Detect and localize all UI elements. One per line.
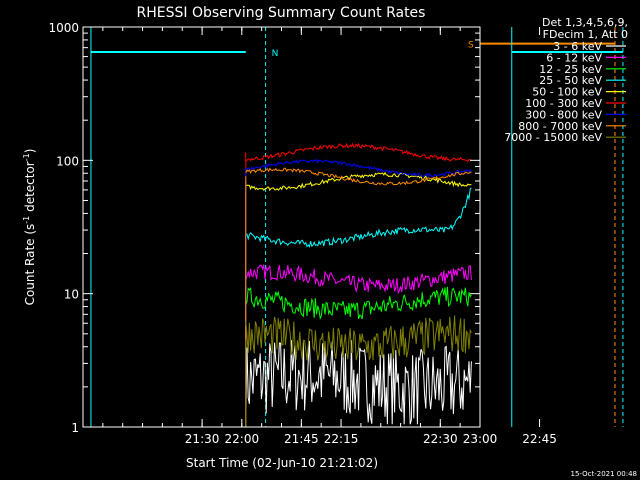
- y-axis-label: Count Rate (s-1 detector-1): [22, 149, 37, 306]
- legend-header-line1: Det 1,3,4,5,6,9,: [542, 16, 628, 29]
- y-label-sup2: -1: [22, 153, 31, 161]
- x-tick-label-5: 22:45: [522, 432, 557, 446]
- series-line-5: [245, 142, 472, 163]
- y-tick-label-2: 100: [56, 154, 79, 168]
- y-axis: 1 10 100 1000: [48, 21, 480, 435]
- footer-date: 15-Oct-2021 00:48: [571, 470, 637, 478]
- legend-label-7: 800 - 7000 keV: [518, 120, 602, 133]
- x-tick-label-6: 23:00: [463, 432, 498, 446]
- series-line-4: [245, 171, 472, 192]
- legend-label-6: 300 - 800 keV: [525, 108, 602, 121]
- legend-label-3: 25 - 50 keV: [539, 74, 602, 87]
- legend: Det 1,3,4,5,6,9, FDecim 1, Att 0 3 - 6 k…: [504, 16, 628, 144]
- plot-area: NS: [90, 27, 624, 427]
- x-tick-label-1: 21:45: [284, 432, 319, 446]
- legend-label-0: 3 - 6 keV: [553, 40, 602, 53]
- y-label-sup1: -1: [22, 216, 31, 224]
- legend-label-2: 12 - 25 keV: [539, 63, 602, 76]
- series-line-1: [245, 264, 472, 295]
- legend-label-4: 50 - 100 keV: [532, 86, 602, 99]
- series-line-0: [245, 340, 472, 425]
- series-line-7: [245, 167, 472, 186]
- legend-label-8: 7000 - 15000 keV: [504, 131, 602, 144]
- y-tick-label-0: 1: [71, 421, 79, 435]
- x-tick-label-3: 22:15: [324, 432, 359, 446]
- marker-label-1: S: [468, 41, 474, 51]
- legend-label-5: 100 - 300 keV: [525, 97, 602, 110]
- x-axis: 21:30 21:45 22:00 22:15 22:30 22:45 23:00: [102, 27, 557, 446]
- legend-header-line2: FDecim 1, Att 0: [543, 28, 628, 41]
- series-line-3: [245, 187, 472, 248]
- legend-label-1: 6 - 12 keV: [546, 51, 602, 64]
- x-tick-label-4: 22:30: [423, 432, 458, 446]
- y-label-part3: ): [23, 149, 37, 154]
- x-tick-label-2: 22:00: [225, 432, 260, 446]
- y-tick-label-1: 10: [64, 288, 79, 302]
- x-axis-label: Start Time (02-Jun-10 21:21:02): [186, 456, 378, 470]
- series-line-2: [245, 286, 472, 321]
- x-tick-label-0: 21:30: [185, 432, 220, 446]
- series-line-8: [245, 315, 472, 361]
- y-label-part1: Count Rate (s: [23, 224, 37, 306]
- y-label-part2: detector: [23, 161, 37, 216]
- series-line-6: [245, 158, 472, 179]
- chart-title: RHESSI Observing Summary Count Rates: [137, 5, 426, 21]
- marker-label-0: N: [272, 49, 279, 59]
- y-tick-label-3: 1000: [48, 21, 79, 35]
